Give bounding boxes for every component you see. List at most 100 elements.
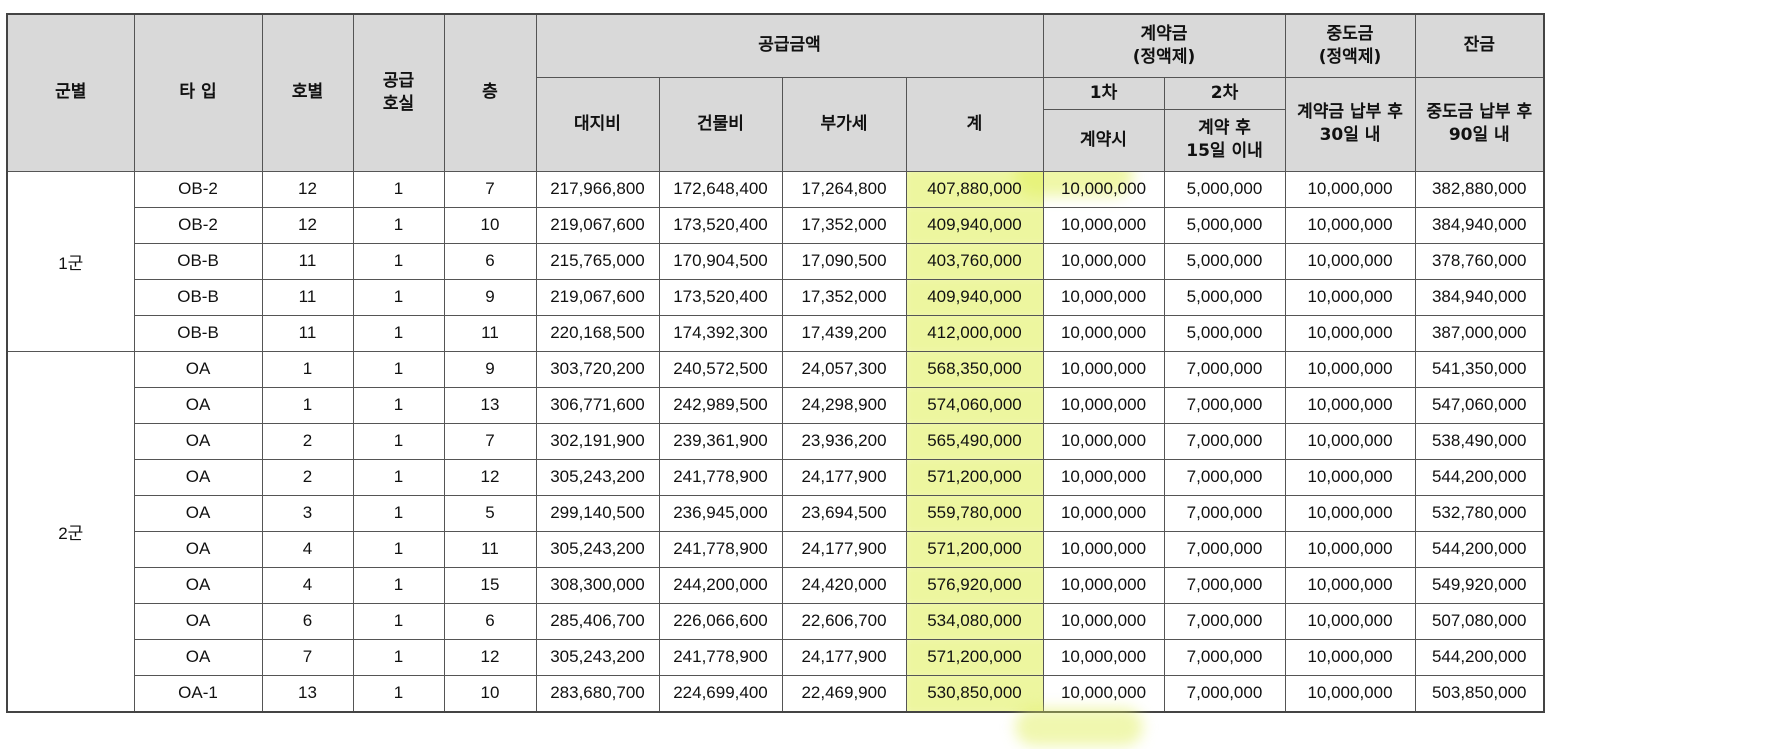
- table-row: OA-1 13 1 10 283,680,700 224,699,400 22,469,90…: [7, 674, 1545, 712]
- cell-floor: 10: [443, 674, 537, 712]
- cell-floor: 9: [443, 350, 537, 388]
- cell-unit-no: 12: [261, 206, 354, 244]
- cropped-caption-strip: [0, 0, 1765, 8]
- table-row: OB-B 11 1 9 219,067,600 173,520,400 17,352,000…: [7, 278, 1545, 316]
- cell-middle-payment: 10,000,000: [1284, 674, 1416, 712]
- table-row: OB-2 12 1 10 219,067,600 173,520,400 17,352,00…: [7, 206, 1545, 244]
- cell-balance: 384,940,000: [1414, 206, 1545, 244]
- cell-building: 224,699,400: [658, 674, 783, 712]
- header-deposit-1: 1차: [1042, 76, 1165, 110]
- cell-land: 215,765,000: [535, 242, 660, 280]
- cell-supply-rooms: 1: [352, 242, 445, 280]
- cell-total: 407,880,000: [905, 170, 1044, 208]
- cell-unit-no: 2: [261, 422, 354, 460]
- cell-supply-rooms: 1: [352, 674, 445, 712]
- cell-vat: 24,177,900: [781, 638, 907, 676]
- cell-middle-payment: 10,000,000: [1284, 242, 1416, 280]
- cell-deposit-1: 10,000,000: [1042, 602, 1165, 640]
- supply-price-table-wrap: 군별 타 입 호별 공급 호실 층 공급금액 계약금 (정액제) 중도금 (정액…: [6, 13, 1545, 713]
- cell-total: 530,850,000: [905, 674, 1044, 712]
- cell-deposit-1: 10,000,000: [1042, 242, 1165, 280]
- cell-balance: 544,200,000: [1414, 638, 1545, 676]
- cell-vat: 23,694,500: [781, 494, 907, 532]
- cell-deposit-2: 5,000,000: [1163, 170, 1286, 208]
- cell-total: 568,350,000: [905, 350, 1044, 388]
- cell-deposit-2: 5,000,000: [1163, 242, 1286, 280]
- table-row: OA 4 1 11 305,243,200 241,778,900 24,177,900 57…: [7, 530, 1545, 568]
- cell-supply-rooms: 1: [352, 350, 445, 388]
- cell-deposit-2: 7,000,000: [1163, 386, 1286, 424]
- cell-unit-no: 11: [261, 314, 354, 352]
- cell-deposit-1: 10,000,000: [1042, 638, 1165, 676]
- cell-deposit-1: 10,000,000: [1042, 566, 1165, 604]
- cell-deposit-1: 10,000,000: [1042, 458, 1165, 496]
- cell-total-value: 571,200,000: [927, 539, 1022, 558]
- cell-vat: 17,090,500: [781, 242, 907, 280]
- cell-floor: 13: [443, 386, 537, 424]
- header-middle-when: 계약금 납부 후 30일 내: [1284, 76, 1416, 172]
- header-total: 계: [905, 76, 1044, 172]
- cell-land: 220,168,500: [535, 314, 660, 352]
- cell-supply-rooms: 1: [352, 314, 445, 352]
- cell-balance: 541,350,000: [1414, 350, 1545, 388]
- cell-unit-no: 1: [261, 350, 354, 388]
- cell-floor: 7: [443, 422, 537, 460]
- cell-deposit-2: 5,000,000: [1163, 278, 1286, 316]
- cell-unit-no: 13: [261, 674, 354, 712]
- cell-type: OA-1: [133, 674, 263, 712]
- cell-land: 285,406,700: [535, 602, 660, 640]
- table-row: OA 1 1 13 306,771,600 242,989,500 24,298,900 57…: [7, 386, 1545, 424]
- cell-total: 576,920,000: [905, 566, 1044, 604]
- table-body: 1군 OB-2 12 1 7 217,966,800 172,648,400 17,264,8…: [6, 170, 1545, 712]
- cell-type: OA: [133, 638, 263, 676]
- cell-vat: 17,352,000: [781, 278, 907, 316]
- cell-middle-payment: 10,000,000: [1284, 530, 1416, 568]
- cell-vat: 22,606,700: [781, 602, 907, 640]
- cell-type: OB-2: [133, 206, 263, 244]
- cell-unit-no: 4: [261, 566, 354, 604]
- cell-deposit-1: 10,000,000: [1042, 494, 1165, 532]
- cell-total-value: 559,780,000: [927, 503, 1022, 522]
- cell-middle-payment: 10,000,000: [1284, 566, 1416, 604]
- cell-type: OA: [133, 458, 263, 496]
- header-middle-payment: 중도금 (정액제): [1284, 13, 1416, 78]
- cell-deposit-2: 7,000,000: [1163, 638, 1286, 676]
- cell-total-value: 576,920,000: [927, 575, 1022, 594]
- cell-balance: 538,490,000: [1414, 422, 1545, 460]
- cell-supply-rooms: 1: [352, 458, 445, 496]
- cell-building: 173,520,400: [658, 206, 783, 244]
- cell-total-value: 407,880,000: [927, 179, 1022, 198]
- cell-deposit-2: 7,000,000: [1163, 422, 1286, 460]
- cell-total-value: 574,060,000: [927, 395, 1022, 414]
- cell-floor: 7: [443, 170, 537, 208]
- cell-middle-payment: 10,000,000: [1284, 350, 1416, 388]
- cell-supply-rooms: 1: [352, 530, 445, 568]
- cell-vat: 24,420,000: [781, 566, 907, 604]
- cell-total: 409,940,000: [905, 278, 1044, 316]
- cropped-caption-left: [2, 0, 192, 7]
- cell-deposit-2: 7,000,000: [1163, 566, 1286, 604]
- cell-building: 244,200,000: [658, 566, 783, 604]
- cell-deposit-2: 7,000,000: [1163, 530, 1286, 568]
- header-balance: 잔금: [1414, 13, 1545, 78]
- cell-floor: 6: [443, 242, 537, 280]
- cell-supply-rooms: 1: [352, 206, 445, 244]
- header-deposit: 계약금 (정액제): [1042, 13, 1286, 78]
- cell-land: 308,300,000: [535, 566, 660, 604]
- cell-unit-no: 2: [261, 458, 354, 496]
- cell-vat: 22,469,900: [781, 674, 907, 712]
- cell-deposit-2: 7,000,000: [1163, 602, 1286, 640]
- header-vat: 부가세: [781, 76, 907, 172]
- table-header: 군별 타 입 호별 공급 호실 층 공급금액 계약금 (정액제) 중도금 (정액…: [6, 13, 1545, 172]
- cell-land: 302,191,900: [535, 422, 660, 460]
- cell-total-value: 530,850,000: [927, 683, 1022, 702]
- cell-building: 241,778,900: [658, 458, 783, 496]
- cell-group: 2군: [6, 350, 135, 712]
- cell-vat: 17,352,000: [781, 206, 907, 244]
- cell-total: 559,780,000: [905, 494, 1044, 532]
- supply-price-table: 군별 타 입 호별 공급 호실 층 공급금액 계약금 (정액제) 중도금 (정액…: [6, 13, 1545, 713]
- cell-building: 170,904,500: [658, 242, 783, 280]
- cell-building: 240,572,500: [658, 350, 783, 388]
- cell-land: 303,720,200: [535, 350, 660, 388]
- cell-building: 236,945,000: [658, 494, 783, 532]
